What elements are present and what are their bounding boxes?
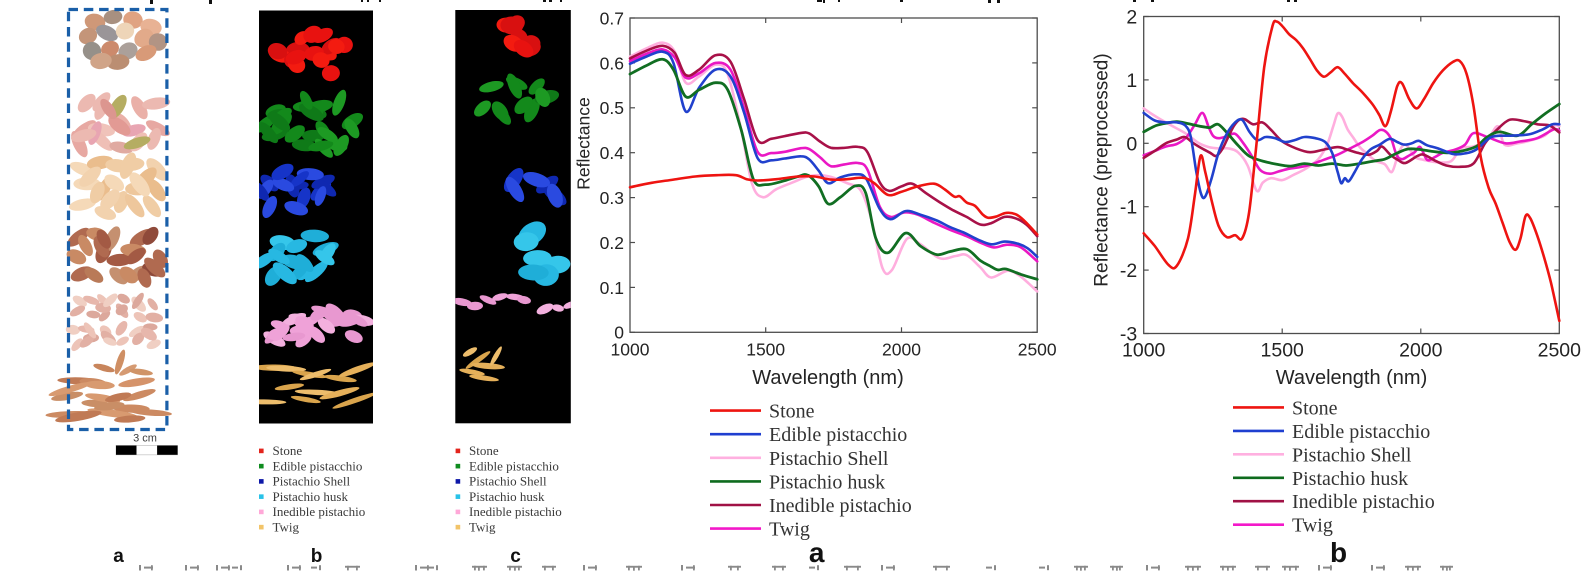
svg-text:b: b — [1330, 537, 1347, 568]
svg-text:Reflectance: Reflectance — [574, 97, 594, 189]
svg-text:Twig: Twig — [769, 519, 810, 541]
svg-text:Edible pistacchio: Edible pistacchio — [469, 458, 559, 473]
svg-text:2000: 2000 — [1399, 340, 1443, 362]
svg-text:Stone: Stone — [469, 443, 499, 458]
svg-text:b: b — [311, 546, 323, 567]
svg-text:-3: -3 — [1120, 324, 1137, 346]
svg-text:Inedible pistachio: Inedible pistachio — [769, 495, 912, 517]
svg-text:0.4: 0.4 — [600, 143, 625, 163]
svg-text:Wavelength (nm): Wavelength (nm) — [752, 367, 904, 389]
svg-text:Stone: Stone — [273, 443, 303, 458]
svg-text:0.2: 0.2 — [600, 233, 624, 253]
svg-text:0: 0 — [1126, 133, 1137, 155]
svg-text:-1: -1 — [1120, 197, 1137, 219]
svg-text:0.5: 0.5 — [600, 98, 624, 118]
svg-text:Inedible pistachio: Inedible pistachio — [469, 504, 562, 519]
svg-text:0: 0 — [614, 323, 624, 343]
svg-text:Stone: Stone — [1292, 397, 1338, 419]
svg-text:Twig: Twig — [273, 519, 300, 534]
svg-text:2500: 2500 — [1018, 340, 1057, 360]
svg-text:Inedible pistachio: Inedible pistachio — [1292, 491, 1435, 513]
svg-text:c: c — [510, 546, 521, 567]
svg-text:Pistachio husk: Pistachio husk — [273, 489, 349, 504]
svg-text:0.7: 0.7 — [600, 8, 624, 28]
svg-text:1: 1 — [1126, 70, 1137, 92]
svg-text:3 cm: 3 cm — [133, 433, 157, 445]
svg-text:Edible pistacchio: Edible pistacchio — [273, 458, 363, 473]
svg-text:1000: 1000 — [1122, 340, 1166, 362]
svg-text:Pistachio husk: Pistachio husk — [1292, 468, 1408, 490]
svg-text:0.1: 0.1 — [600, 278, 624, 298]
svg-text:Inedible pistachio: Inedible pistachio — [273, 504, 366, 519]
svg-text:0.6: 0.6 — [600, 53, 624, 73]
svg-text:-2: -2 — [1120, 260, 1137, 282]
svg-text:Pistachio Shell: Pistachio Shell — [469, 474, 547, 489]
svg-text:2: 2 — [1126, 7, 1137, 29]
svg-text:Twig: Twig — [469, 519, 496, 534]
svg-text:1500: 1500 — [1261, 340, 1305, 362]
svg-text:a: a — [809, 537, 825, 568]
svg-text:0.3: 0.3 — [600, 188, 624, 208]
svg-text:1500: 1500 — [746, 340, 785, 360]
svg-text:Stone: Stone — [769, 401, 815, 423]
svg-text:Pistachio Shell: Pistachio Shell — [273, 474, 351, 489]
svg-text:Reflectance (preprocessed): Reflectance (preprocessed) — [1092, 53, 1113, 286]
svg-text:2500: 2500 — [1538, 340, 1582, 362]
svg-text:Wavelength (nm): Wavelength (nm) — [1276, 367, 1428, 389]
svg-text:Pistachio husk: Pistachio husk — [769, 471, 885, 493]
svg-text:Edible pistacchio: Edible pistacchio — [1292, 421, 1430, 443]
svg-text:a: a — [113, 546, 124, 567]
svg-text:Pistachio husk: Pistachio husk — [469, 489, 545, 504]
svg-text:2000: 2000 — [882, 340, 921, 360]
svg-text:Pistachio Shell: Pistachio Shell — [1292, 444, 1412, 466]
svg-text:Twig: Twig — [1292, 515, 1333, 537]
svg-text:Pistachio Shell: Pistachio Shell — [769, 448, 889, 470]
svg-text:Edible pistacchio: Edible pistacchio — [769, 424, 907, 446]
svg-text:1000: 1000 — [611, 340, 650, 360]
